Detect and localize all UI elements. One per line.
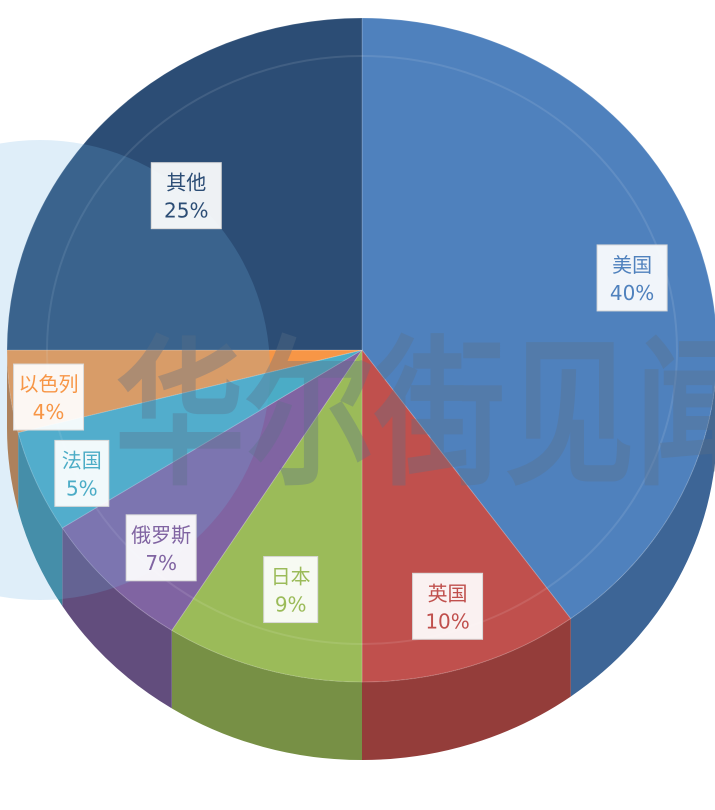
slice-percent: 40% — [610, 281, 654, 305]
slice-percent: 4% — [33, 400, 65, 424]
data-label-0: 美国 40% — [596, 244, 668, 312]
data-label-box — [412, 572, 484, 640]
watermark-layer: 华尔街见闻 — [0, 140, 715, 600]
slice-label: 法国 — [62, 448, 102, 472]
pie-side-0 — [570, 384, 715, 697]
data-label-4: 法国 5% — [54, 439, 110, 507]
slice-percent: 25% — [164, 199, 208, 223]
slice-label: 其他 — [166, 171, 206, 195]
pie-bevel-ring — [46, 55, 678, 645]
watermark-text: 华尔街见闻 — [115, 320, 715, 508]
data-label-3: 俄罗斯 7% — [125, 514, 197, 582]
slice-label: 英国 — [428, 581, 468, 605]
slice-label: 俄罗斯 — [131, 523, 191, 547]
pie-side-1 — [362, 618, 571, 760]
pie-side-5 — [7, 350, 19, 511]
pie-slice-5 — [6, 349, 363, 434]
data-label-box — [596, 244, 668, 312]
pie-extrusion-layer — [7, 350, 715, 760]
slice-label: 美国 — [612, 253, 652, 277]
pie-side-4 — [18, 432, 63, 606]
data-label-box — [13, 363, 85, 431]
pie-slice-0 — [361, 17, 715, 620]
slice-percent: 7% — [145, 551, 177, 575]
slice-percent: 5% — [66, 476, 98, 500]
data-label-box — [263, 556, 319, 624]
pie-side-2 — [171, 630, 362, 760]
pie-side-3 — [62, 527, 172, 709]
data-labels-layer: 美国 40% 英国 10% 日本 9% 俄罗斯 7% 法国 5% 以色列 4% 其他 25% — [13, 162, 668, 640]
data-label-1: 英国 10% — [412, 572, 484, 640]
data-label-box — [150, 162, 222, 230]
slice-label: 日本 — [271, 565, 311, 589]
data-label-5: 以色列 4% — [13, 363, 85, 431]
data-label-2: 日本 9% — [263, 556, 319, 624]
slice-percent: 9% — [275, 593, 307, 617]
slice-label: 以色列 — [19, 372, 79, 396]
data-label-box — [125, 514, 197, 582]
data-label-6: 其他 25% — [150, 162, 222, 230]
data-label-box — [54, 439, 110, 507]
slice-percent: 10% — [425, 609, 469, 633]
